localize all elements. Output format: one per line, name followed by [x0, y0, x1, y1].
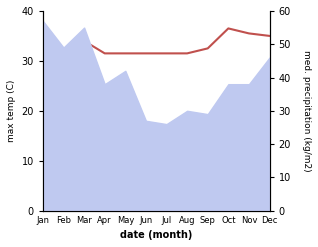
X-axis label: date (month): date (month)	[120, 230, 192, 240]
Y-axis label: med. precipitation (kg/m2): med. precipitation (kg/m2)	[302, 50, 311, 172]
Y-axis label: max temp (C): max temp (C)	[7, 80, 16, 142]
